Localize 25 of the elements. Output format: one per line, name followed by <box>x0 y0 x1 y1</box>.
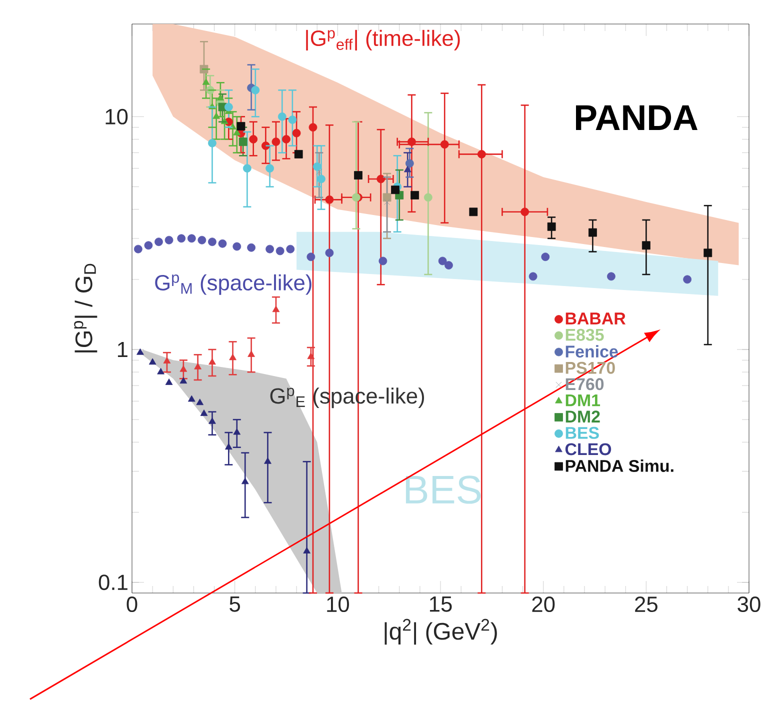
legend-label: BES <box>566 426 599 439</box>
annotation: BES <box>406 476 481 504</box>
x-tick-label: 30 <box>738 596 760 612</box>
y-tick-label: 10 <box>106 108 128 124</box>
x-tick-label: 20 <box>532 596 555 612</box>
annotation: |G$^{p}$$_{eff}$| (time-like) <box>306 30 460 50</box>
legend-label: PANDA Simu. <box>566 460 674 472</box>
x-tick-label: 0 <box>126 596 138 612</box>
legend-label: BABAR <box>566 312 626 324</box>
x-tick-label: 10 <box>327 596 349 612</box>
legend-label: E835 <box>566 328 604 341</box>
legend-label: DM1 <box>566 394 600 406</box>
x-tick-label: 15 <box>430 596 452 612</box>
legend-label: CLEO <box>565 443 612 456</box>
y-tick-label: 1 <box>118 342 128 358</box>
annotation: G$^{p}$$_{M}$ (space-like) <box>155 274 312 295</box>
y-axis-title: |G$^{p}$| / G$_{D}$ <box>74 264 98 352</box>
x-tick-label: 25 <box>635 596 658 612</box>
x-axis-title: |q$^{2}$| (GeV$^{2}$) <box>384 618 497 645</box>
x-tick-label: 5 <box>230 596 240 612</box>
legend-label: DM2 <box>566 410 600 422</box>
legend-label: E760 <box>566 378 604 390</box>
legend-label: Fenice <box>566 345 618 358</box>
annotation: PANDA <box>576 105 698 130</box>
y-tick-label: 0.1 <box>98 574 128 590</box>
